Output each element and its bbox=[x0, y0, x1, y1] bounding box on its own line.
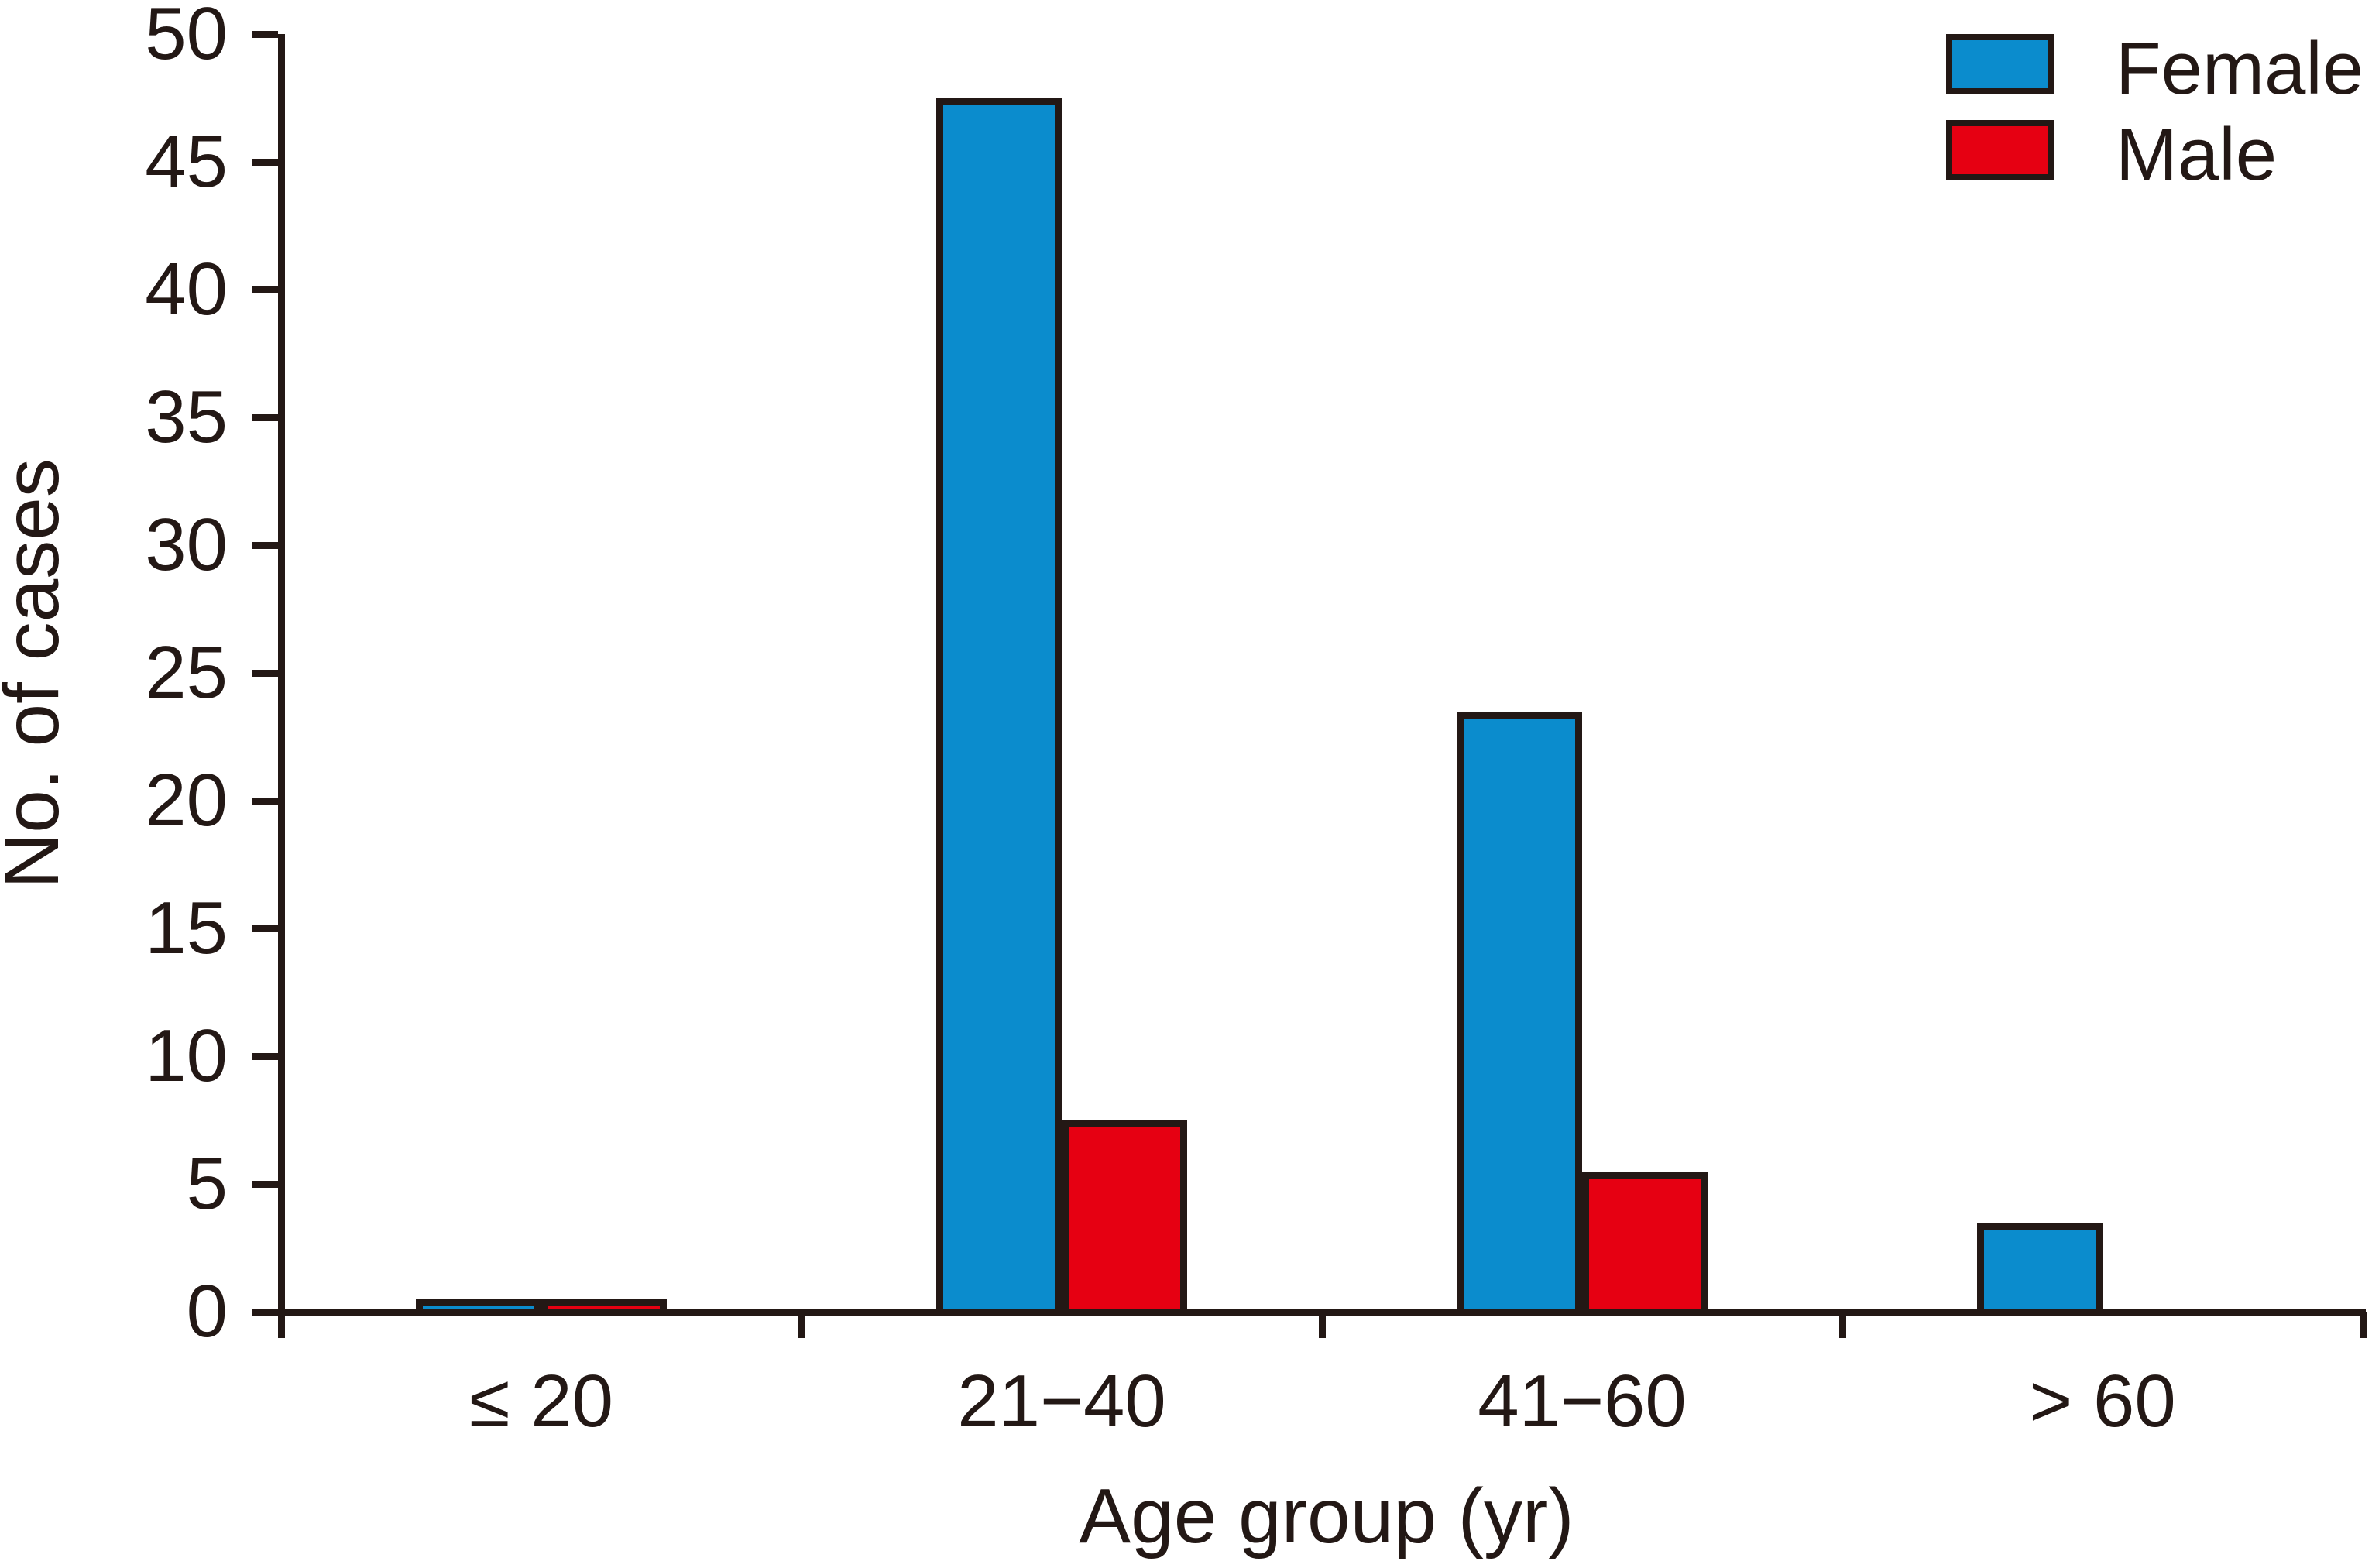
y-tick-35 bbox=[251, 413, 278, 421]
y-axis-line bbox=[277, 34, 285, 1338]
y-tick-15 bbox=[251, 925, 278, 932]
y-tick-45 bbox=[251, 158, 278, 166]
x-category-label-2: 41−60 bbox=[1478, 1360, 1687, 1443]
bar-female-2 bbox=[1457, 711, 1582, 1315]
legend-label-male: Male bbox=[2116, 113, 2278, 196]
legend-swatch-male bbox=[1946, 120, 2054, 180]
y-tick-20 bbox=[251, 797, 278, 805]
bar-male-2 bbox=[1582, 1171, 1708, 1315]
x-axis-title: Age group (yr) bbox=[1079, 1473, 1574, 1559]
x-category-label-0: ≤ 20 bbox=[469, 1360, 614, 1443]
y-tick-5 bbox=[251, 1180, 278, 1188]
x-tick-1 bbox=[798, 1312, 805, 1338]
y-axis-title: No. of cases bbox=[0, 458, 75, 889]
y-tick-label-30: 30 bbox=[145, 503, 228, 586]
y-tick-label-45: 45 bbox=[145, 120, 228, 203]
y-tick-label-0: 0 bbox=[186, 1270, 228, 1353]
y-tick-label-10: 10 bbox=[145, 1014, 228, 1097]
bar-male-1 bbox=[1062, 1120, 1187, 1315]
y-tick-label-35: 35 bbox=[145, 376, 228, 458]
bar-female-1 bbox=[936, 98, 1062, 1315]
legend-label-female: Female bbox=[2116, 27, 2364, 110]
y-tick-40 bbox=[251, 286, 278, 293]
legend-swatch-female bbox=[1946, 34, 2054, 94]
y-tick-50 bbox=[251, 30, 278, 38]
y-tick-30 bbox=[251, 541, 278, 549]
y-tick-label-25: 25 bbox=[145, 631, 228, 714]
x-tick-4 bbox=[2359, 1312, 2367, 1338]
y-tick-25 bbox=[251, 669, 278, 677]
x-axis-line bbox=[251, 1308, 2366, 1316]
bar-female-3 bbox=[1977, 1222, 2103, 1315]
y-tick-label-20: 20 bbox=[145, 759, 228, 842]
y-tick-label-50: 50 bbox=[145, 0, 228, 75]
y-tick-10 bbox=[251, 1052, 278, 1060]
y-tick-label-5: 5 bbox=[186, 1142, 228, 1225]
x-tick-2 bbox=[1318, 1312, 1326, 1338]
x-category-label-1: 21−40 bbox=[957, 1360, 1166, 1443]
x-tick-3 bbox=[1838, 1312, 1846, 1338]
x-category-label-3: > 60 bbox=[2029, 1360, 2176, 1443]
y-tick-label-15: 15 bbox=[145, 887, 228, 969]
y-tick-label-40: 40 bbox=[145, 248, 228, 331]
